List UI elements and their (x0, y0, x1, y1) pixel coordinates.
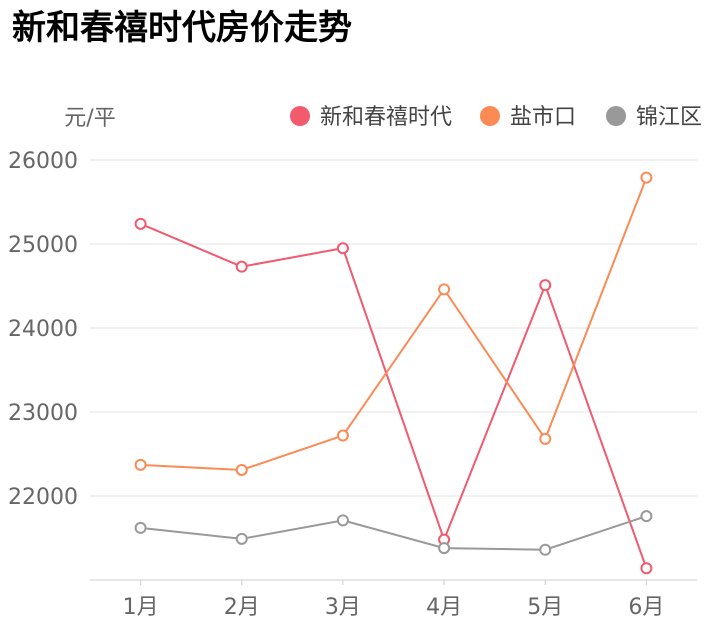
legend-marker (480, 106, 500, 126)
data-point[interactable] (235, 532, 248, 545)
data-point[interactable] (134, 521, 147, 534)
y-tick-label: 26000 (8, 149, 78, 174)
legend-item[interactable]: 新和春禧时代 (290, 105, 452, 130)
data-point[interactable] (438, 283, 451, 296)
data-point[interactable] (539, 432, 552, 445)
series-0 (134, 217, 653, 575)
series (134, 171, 653, 575)
y-tick-label: 25000 (8, 233, 78, 258)
x-tick-label: 2月 (224, 595, 260, 620)
x-tick-label: 5月 (527, 595, 563, 620)
data-point[interactable] (336, 242, 349, 255)
data-point[interactable] (640, 171, 653, 184)
data-point[interactable] (235, 463, 248, 476)
legend-label: 盐市口 (510, 105, 576, 130)
y-axis-ticks: 22000 23000 24000 25000 26000 (8, 149, 78, 510)
legend[interactable]: 新和春禧时代 盐市口 锦江区 (290, 105, 702, 130)
series-line (140, 222, 648, 569)
chart-title: 新和春禧时代房价走势 (12, 8, 352, 48)
y-tick-label: 23000 (8, 401, 78, 426)
x-axis-ticks: 1月 2月 3月 4月 5月 6月 (123, 580, 664, 620)
x-tick-label: 4月 (426, 595, 462, 620)
data-point[interactable] (134, 458, 147, 471)
series-line (140, 177, 648, 471)
data-point[interactable] (640, 562, 653, 575)
data-point[interactable] (539, 279, 552, 292)
data-point[interactable] (235, 260, 248, 273)
x-tick-label: 3月 (325, 595, 361, 620)
series-1 (134, 171, 653, 476)
series-2 (134, 510, 653, 556)
legend-marker (290, 106, 310, 126)
data-point[interactable] (336, 514, 349, 527)
data-point[interactable] (539, 543, 552, 556)
x-tick-label: 1月 (123, 595, 159, 620)
legend-marker (606, 106, 626, 126)
y-tick-label: 24000 (8, 317, 78, 342)
y-tick-label: 22000 (8, 485, 78, 510)
data-point[interactable] (640, 510, 653, 523)
data-point[interactable] (134, 217, 147, 230)
legend-label: 锦江区 (636, 105, 702, 130)
legend-item[interactable]: 盐市口 (480, 105, 576, 130)
legend-item[interactable]: 锦江区 (606, 105, 702, 130)
y-axis-label: 元/平 (64, 106, 115, 131)
data-point[interactable] (336, 429, 349, 442)
x-tick-label: 6月 (628, 595, 664, 620)
data-point[interactable] (438, 542, 451, 555)
series-line (140, 515, 647, 551)
legend-label: 新和春禧时代 (320, 105, 452, 130)
grid-lines (90, 159, 697, 497)
